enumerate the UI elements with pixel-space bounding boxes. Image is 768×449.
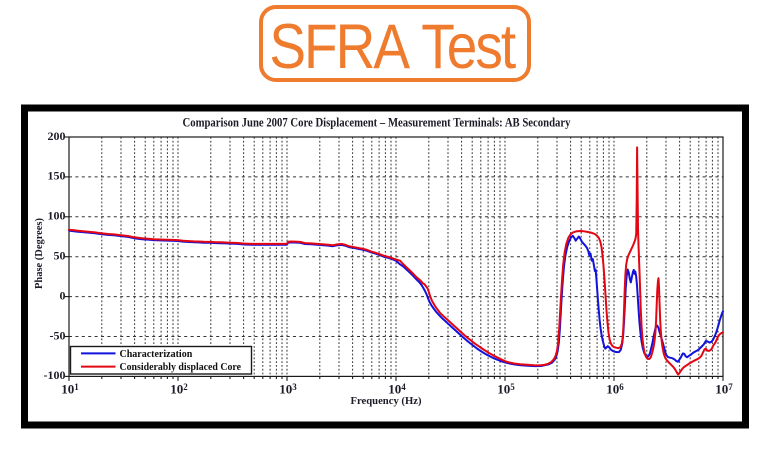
svg-text:101: 101	[61, 382, 79, 397]
svg-text:200: 200	[48, 129, 66, 143]
svg-text:-50: -50	[50, 328, 66, 342]
svg-text:50: 50	[54, 249, 66, 263]
svg-text:Comparison June 2007 Core Disp: Comparison June 2007 Core Displacement –…	[183, 116, 571, 130]
svg-text:Phase (Degrees): Phase (Degrees)	[33, 218, 45, 289]
svg-text:103: 103	[279, 382, 297, 397]
svg-text:Considerably displaced Core: Considerably displaced Core	[120, 362, 242, 373]
svg-text:106: 106	[606, 382, 624, 397]
svg-text:150: 150	[48, 169, 66, 183]
svg-text:107: 107	[715, 382, 733, 397]
svg-text:100: 100	[48, 209, 66, 223]
svg-text:0: 0	[60, 288, 66, 302]
svg-text:-100: -100	[44, 368, 66, 382]
svg-text:Characterization: Characterization	[120, 349, 193, 360]
svg-text:Frequency (Hz): Frequency (Hz)	[351, 395, 422, 407]
svg-text:105: 105	[497, 382, 515, 397]
svg-text:102: 102	[170, 382, 188, 397]
